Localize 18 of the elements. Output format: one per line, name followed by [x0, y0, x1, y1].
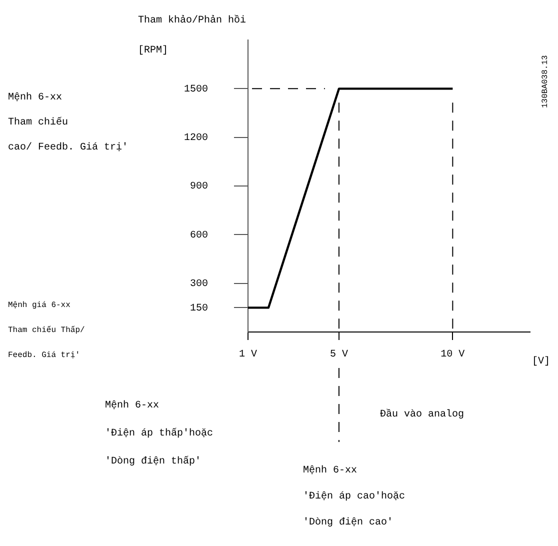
- y-tick-label: 300: [190, 278, 208, 290]
- x-tick-label: 5 V: [330, 350, 348, 361]
- text: Mệnh 6-xx 'Điện áp cao'hoặc 'Dòng điện cao': [303, 466, 406, 529]
- y-tick-label: 900: [190, 182, 208, 193]
- text: Mệnh 6-xx Tham chiếu cao/ Feedb. Giá trị': [8, 92, 128, 154]
- text: Đầu vào analog: [380, 408, 464, 421]
- y-tick-label: 600: [190, 230, 208, 242]
- y-tick-label: 150: [190, 303, 208, 314]
- text: 130BA038.13: [541, 54, 550, 108]
- x-tick-label: 10 V: [440, 350, 465, 361]
- text: [RPM]: [138, 44, 168, 57]
- x-axis-title: [V]: [532, 356, 550, 368]
- y-tick-label: 1200: [184, 132, 208, 144]
- text: Mệnh 6-xx 'Điện áp thấp'hoặc 'Dòng điện thấp': [105, 400, 214, 468]
- y-axis-title: Tham khảo/Phản hồi: [138, 14, 246, 27]
- y-tick-label: 1500: [184, 84, 208, 96]
- text: Mệnh giá 6-xx Tham chiếu Thấp/ Feedb. Giá trị': [8, 301, 85, 360]
- x-tick-label: 1 V: [238, 350, 258, 361]
